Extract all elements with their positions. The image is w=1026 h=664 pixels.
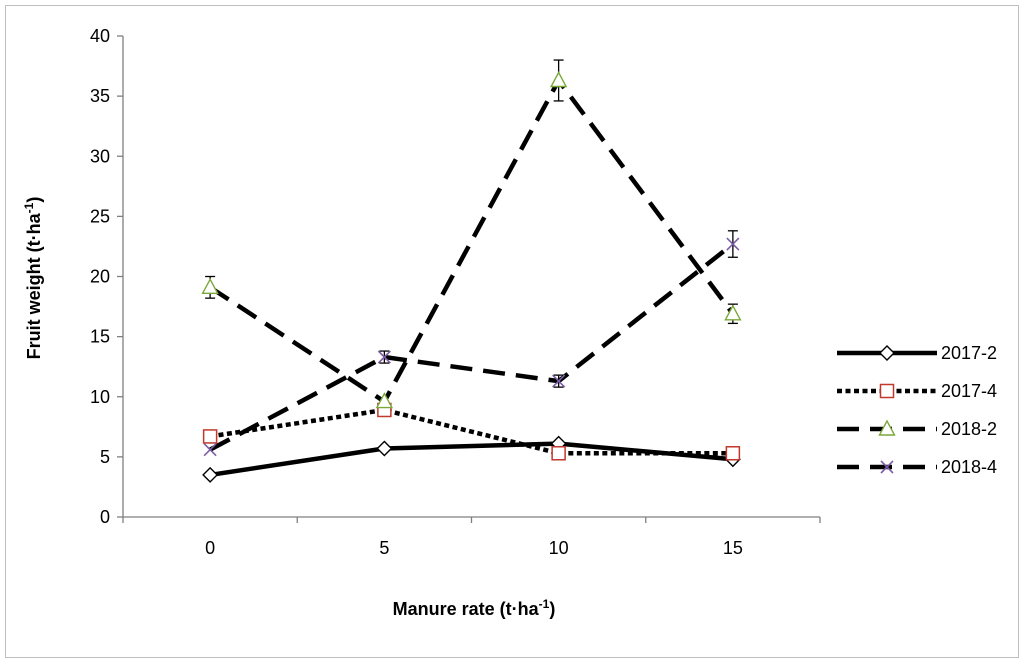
data-point-marker bbox=[725, 446, 741, 461]
legend-item-2017-4: 2017-4 bbox=[837, 381, 997, 401]
y-tick-label: 5 bbox=[100, 447, 110, 467]
legend-item-2018-4: 2018-4 bbox=[837, 457, 997, 477]
x-tick-label: 5 bbox=[379, 538, 389, 558]
legend-item-2017-2: 2017-2 bbox=[837, 343, 997, 363]
data-point-marker bbox=[376, 440, 393, 457]
y-tick-label: 25 bbox=[90, 206, 110, 226]
y-tick-label: 30 bbox=[90, 146, 110, 166]
series-line bbox=[208, 78, 735, 404]
marker-stroke bbox=[880, 460, 894, 474]
legend-item-2018-2: 2018-2 bbox=[837, 419, 997, 439]
legend: 2017-2 2017-4 2018-2 2018-4 bbox=[837, 343, 997, 477]
marker-stroke bbox=[203, 443, 217, 457]
series-line bbox=[209, 242, 735, 452]
data-point-marker bbox=[552, 374, 566, 388]
x-tick-label: 10 bbox=[549, 538, 569, 558]
axes: 0 5 10 15 20 25 30 35 40 0 5 10 15 bbox=[90, 26, 821, 558]
y-axis-title: Fruit weight (t·ha-1) bbox=[22, 197, 44, 360]
marker-stroke bbox=[377, 350, 391, 364]
marker-stroke bbox=[552, 374, 566, 388]
y-tick-label: 20 bbox=[90, 267, 110, 287]
data-point-marker bbox=[202, 429, 218, 444]
data-point-marker bbox=[201, 277, 219, 295]
legend-label: 2018-2 bbox=[941, 419, 997, 439]
data-point-marker bbox=[377, 350, 391, 364]
series-line bbox=[209, 407, 733, 456]
y-tick-label: 35 bbox=[90, 86, 110, 106]
y-tick-label: 10 bbox=[90, 387, 110, 407]
data-point-marker bbox=[203, 443, 217, 457]
data-point-marker bbox=[375, 392, 394, 409]
chart-frame bbox=[5, 5, 1019, 658]
legend-marker bbox=[879, 383, 895, 399]
y-tick-label: 0 bbox=[100, 507, 110, 527]
legend-label: 2017-2 bbox=[941, 343, 997, 363]
data-point-marker bbox=[549, 71, 568, 88]
data-point-marker bbox=[724, 304, 742, 321]
x-tick-label: 0 bbox=[205, 538, 215, 558]
y-tick-label: 15 bbox=[90, 327, 110, 347]
data-point-marker bbox=[726, 237, 740, 251]
series-layer bbox=[201, 59, 742, 483]
series-2018-2 bbox=[201, 59, 742, 409]
series-2018-4 bbox=[203, 230, 740, 457]
x-tick-label: 15 bbox=[723, 538, 743, 558]
series-line bbox=[209, 441, 734, 478]
data-point-marker bbox=[202, 466, 219, 483]
series-2017-2 bbox=[202, 435, 741, 483]
marker-stroke bbox=[726, 237, 740, 251]
x-axis-title: Manure rate (t·ha-1) bbox=[393, 597, 556, 619]
legend-marker bbox=[880, 460, 894, 474]
data-point-marker bbox=[551, 446, 566, 461]
legend-label: 2018-4 bbox=[941, 457, 997, 477]
legend-marker bbox=[879, 345, 895, 361]
legend-label: 2017-4 bbox=[941, 381, 997, 401]
y-tick-label: 40 bbox=[90, 26, 110, 46]
legend-marker bbox=[878, 419, 896, 436]
